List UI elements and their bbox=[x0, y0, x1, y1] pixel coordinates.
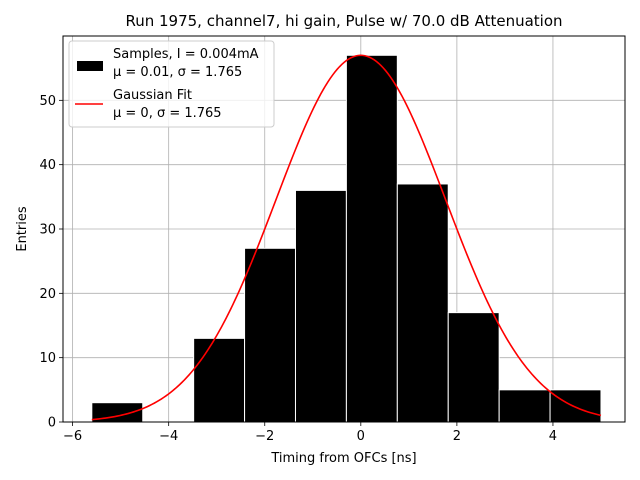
histogram-bar bbox=[498, 389, 551, 423]
y-tick-label: 50 bbox=[39, 94, 56, 109]
histogram-bar bbox=[447, 312, 500, 423]
histogram-bar bbox=[396, 183, 449, 423]
x-axis-ticks: −6 −4 −2 0 2 4 bbox=[63, 422, 557, 444]
legend-fit-line1: Gaussian Fit bbox=[113, 88, 192, 103]
chart-title: Run 1975, channel7, hi gain, Pulse w/ 70… bbox=[125, 12, 562, 30]
y-axis-label: Entries bbox=[15, 206, 30, 252]
x-axis-label: Timing from OFCs [ns] bbox=[270, 451, 416, 466]
y-tick-label: 40 bbox=[39, 158, 56, 173]
x-tick-label: −2 bbox=[255, 429, 274, 444]
histogram-bar bbox=[294, 189, 347, 423]
x-tick-label: −4 bbox=[159, 429, 178, 444]
legend: Samples, I = 0.004mA μ = 0.01, σ = 1.765… bbox=[68, 40, 275, 128]
gaussian-fit-curve bbox=[91, 54, 602, 421]
y-tick-label: 0 bbox=[48, 416, 56, 431]
y-tick-label: 30 bbox=[39, 223, 56, 238]
y-axis-ticks: 0 10 20 30 40 50 bbox=[39, 94, 63, 431]
y-tick-label: 20 bbox=[39, 287, 56, 302]
histogram-bar bbox=[193, 337, 246, 423]
histogram-bar bbox=[549, 389, 602, 423]
histogram-bars bbox=[91, 54, 602, 423]
x-tick-label: −6 bbox=[63, 429, 82, 444]
legend-samples-line2: μ = 0.01, σ = 1.765 bbox=[113, 65, 242, 80]
histogram-bar bbox=[345, 54, 398, 423]
y-tick-label: 10 bbox=[39, 351, 56, 366]
histogram-bar bbox=[244, 247, 296, 423]
x-tick-label: 2 bbox=[453, 429, 461, 444]
x-tick-label: 4 bbox=[549, 429, 557, 444]
legend-samples-line1: Samples, I = 0.004mA bbox=[113, 47, 259, 62]
legend-box bbox=[68, 40, 275, 128]
legend-swatch-samples bbox=[77, 61, 103, 71]
x-tick-label: 0 bbox=[357, 429, 365, 444]
legend-fit-line2: μ = 0, σ = 1.765 bbox=[113, 106, 222, 121]
